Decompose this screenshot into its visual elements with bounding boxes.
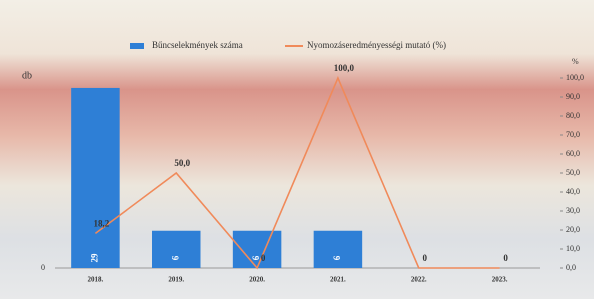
y2-tick-label: 30,0 (566, 206, 580, 215)
y2-tick-label: 0,0 (566, 263, 576, 272)
line-value-label: 0 (423, 253, 428, 263)
x-tick-label: 2022. (411, 276, 427, 284)
bar-value-label: 6 (251, 255, 261, 260)
y-tick-label: 0 (41, 263, 45, 272)
legend-label: Nyomozáseredményességi mutató (%) (307, 40, 446, 50)
y2-tick-label: 80,0 (566, 111, 580, 120)
bar (71, 88, 120, 268)
page: db % 0 0,0 10,0 20,0 30,0 40,0 50,0 60,0 70,0 80,… (0, 0, 594, 299)
y2-tick-label: 40,0 (566, 187, 580, 196)
y2-tick-label: 60,0 (566, 149, 580, 158)
x-tick-label: 2020. (249, 276, 265, 284)
line-value-label: 0 (261, 253, 266, 263)
bar (152, 231, 201, 268)
x-tick-label: 2019. (168, 276, 184, 284)
line-value-label: 100,0 (334, 63, 355, 73)
x-tick-label: 2021. (330, 276, 346, 284)
legend-label: Bűncselekmények száma (152, 40, 243, 50)
bar (233, 231, 281, 268)
x-tick-label: 2023. (492, 276, 508, 284)
y2-tick-label: 100,0 (566, 73, 584, 82)
y2-tick-label: 90,0 (566, 92, 580, 101)
bar-value-label: 6 (170, 255, 180, 260)
legend-swatch (130, 43, 144, 49)
bar-value-label: 29 (89, 253, 99, 263)
y2-axis-label: % (572, 57, 579, 66)
chart: db % 0 0,0 10,0 20,0 30,0 40,0 50,0 60,0 70,0 80,… (0, 0, 594, 299)
line-value-label: 0 (503, 253, 508, 263)
bar (314, 231, 363, 268)
y-axis-label: db (22, 70, 32, 81)
line-value-label: 50,0 (174, 158, 190, 168)
line-value-label: 18,2 (94, 218, 110, 228)
x-tick-label: 2018. (88, 276, 104, 284)
y2-tick-label: 10,0 (566, 244, 580, 253)
y2-tick-label: 50,0 (566, 168, 580, 177)
bar-value-label: 6 (332, 255, 342, 260)
y2-tick-label: 70,0 (566, 130, 580, 139)
y2-tick-label: 20,0 (566, 225, 580, 234)
